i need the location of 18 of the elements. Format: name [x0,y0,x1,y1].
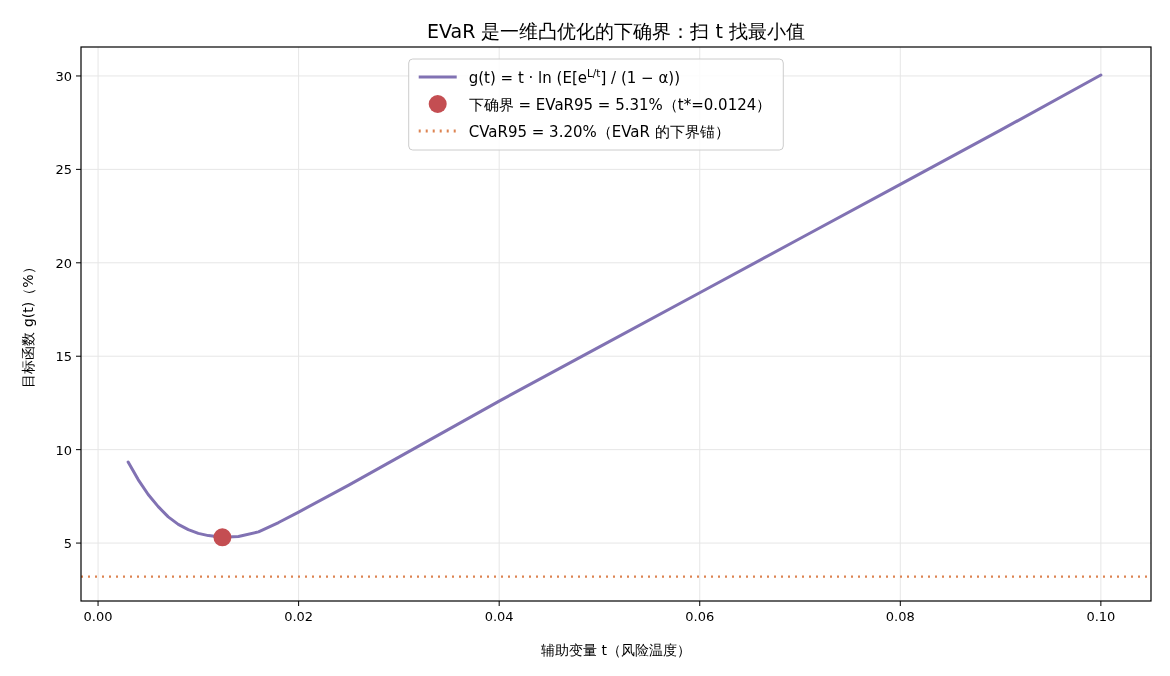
y-tick-label: 15 [55,349,72,365]
x-tick-label: 0.02 [284,609,314,624]
y-tick-label: 10 [55,442,72,458]
legend-label: 下确界 = EVaR95 = 5.31%（t*=0.0124） [468,96,772,114]
legend-label: CVaR95 = 3.20%（EVaR 的下界锚） [468,123,730,141]
y-axis-title: 目标函数 g(t)（%） [20,260,36,388]
x-axis-title: 辅助变量 t（风险温度） [541,642,691,658]
x-tick-label: 0.00 [83,609,113,624]
x-tick-label: 0.08 [885,609,915,624]
y-tick-label: 25 [55,162,72,178]
y-tick-label: 5 [63,536,72,552]
y-tick-label: 20 [55,255,72,271]
x-tick-label: 0.10 [1086,609,1116,624]
x-tick-label: 0.06 [685,609,715,624]
x-tick-label: 0.04 [484,609,514,624]
legend-label: g(t) = t · ln (E[e$^{L/t}$] / (1 − α)) [468,67,681,87]
chart-title: EVaR 是一维凸优化的下确界：扫 t 找最小值 [427,20,805,42]
y-tick-label: 30 [55,68,72,84]
